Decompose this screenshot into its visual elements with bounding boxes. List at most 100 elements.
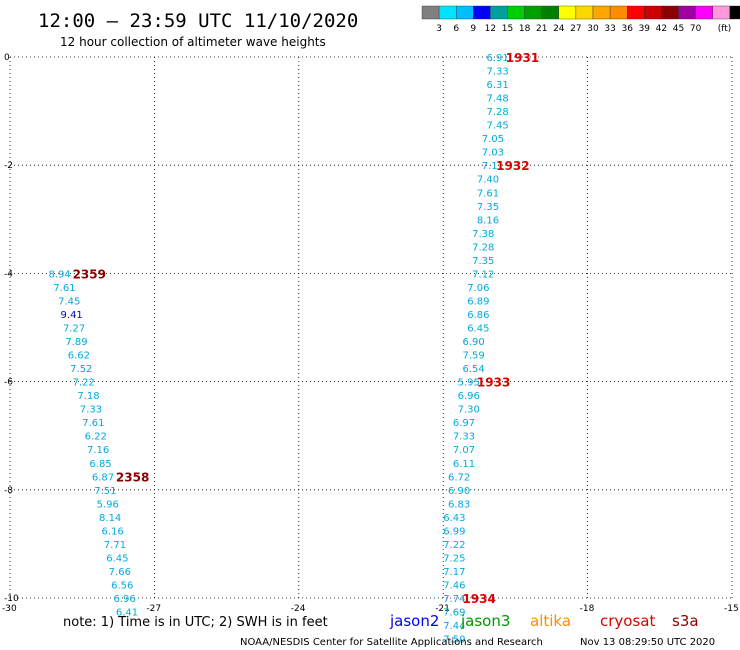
- wave-height-point: 7.40: [477, 175, 499, 186]
- legend-label: 36: [621, 24, 633, 34]
- legend-label: 45: [673, 24, 684, 34]
- y-tick-label: -4: [4, 269, 13, 279]
- wave-height-point: 7.45: [58, 296, 80, 307]
- wave-height-point: 7.05: [482, 134, 504, 145]
- wave-height-point: 7.61: [477, 188, 499, 199]
- wave-height-point: 6.45: [106, 553, 128, 564]
- wave-height-point: 7.33: [487, 67, 509, 78]
- legend-swatch: [678, 5, 696, 20]
- time-label: 2358: [116, 470, 149, 484]
- y-tick-label: -8: [4, 486, 13, 496]
- legend-unit: (ft): [718, 24, 732, 34]
- wave-height-point: 6.90: [448, 486, 470, 497]
- wave-height-point: 7.69: [443, 608, 465, 619]
- wave-height-point: 7.30: [458, 405, 480, 416]
- legend-swatch: [661, 5, 679, 20]
- legend-swatch: [558, 5, 577, 20]
- x-tick-label: -15: [724, 604, 739, 614]
- wave-height-point: 7.07: [453, 445, 475, 456]
- legend-swatch: [695, 5, 713, 20]
- wave-height-point: 7.33: [80, 405, 102, 416]
- time-label: 1934: [462, 592, 495, 606]
- wave-height-point: 6.97: [453, 418, 475, 429]
- wave-height-point: 7.35: [472, 256, 494, 267]
- satellite-jason3: jason3: [460, 612, 510, 630]
- wave-height-point: 8.94: [49, 269, 71, 280]
- wave-height-point: 7.16: [87, 445, 109, 456]
- wave-height-point: 6.54: [462, 364, 484, 375]
- x-tick-label: -21: [435, 604, 450, 614]
- footer-timestamp: Nov 13 08:29:50 UTC 2020: [580, 637, 715, 648]
- wave-height-point: 7.38: [472, 229, 494, 240]
- wave-height-point: 6.83: [448, 499, 470, 510]
- wave-height-point: 8.14: [99, 513, 121, 524]
- wave-height-point: 6.72: [448, 472, 470, 483]
- wave-height-point: 7.18: [77, 391, 99, 402]
- wave-height-point: 7.33: [453, 432, 475, 443]
- axis-ticks: -30 -27 -24 -21 -18 -15 0 -2 -4 -6 -8 -10: [2, 53, 739, 614]
- legend-swatch: [541, 5, 560, 20]
- legend-label: 21: [536, 24, 547, 34]
- wave-height-point: 7.03: [482, 148, 504, 159]
- legend-label: 3: [436, 24, 442, 34]
- wave-height-point: 6.41: [116, 608, 138, 619]
- wave-height-point: 7.45: [487, 121, 509, 132]
- wave-height-point: 6.56: [111, 580, 133, 591]
- chart-subtitle: 12 hour collection of altimeter wave hei…: [60, 35, 326, 49]
- legend-swatch: [524, 5, 542, 20]
- legend-label: 39: [639, 24, 651, 34]
- wave-height-point: 9.41: [61, 310, 83, 321]
- wave-height-point: 6.99: [443, 526, 465, 537]
- legend-swatch: [507, 5, 525, 20]
- wave-height-point: 6.86: [467, 310, 489, 321]
- legend-swatch: [729, 5, 740, 20]
- y-tick-label: -2: [4, 161, 13, 171]
- wave-height-point: 8.16: [477, 215, 499, 226]
- x-tick-label: -18: [580, 604, 595, 614]
- legend-label: 27: [570, 24, 581, 34]
- satellite-jason2: jason2: [389, 612, 439, 630]
- legend-label: 9: [470, 24, 476, 34]
- wave-height-point: 6.96: [458, 391, 480, 402]
- wave-height-point: 7.44: [443, 621, 465, 632]
- wave-height-point: 7.46: [443, 580, 465, 591]
- legend-swatch: [490, 5, 508, 20]
- wave-height-point: 7.52: [70, 364, 92, 375]
- time-label: 1931: [506, 51, 539, 65]
- wave-height-point: 6.87: [92, 472, 114, 483]
- wave-height-point: 7.25: [443, 553, 465, 564]
- satellite-cryosat: cryosat: [600, 612, 655, 630]
- satellite-s3a: s3a: [672, 612, 699, 630]
- wave-height-point: 7.66: [109, 567, 131, 578]
- wave-height-point: 6.16: [101, 526, 123, 537]
- wave-height-point: 6.43: [443, 513, 465, 524]
- satellite-altika: altika: [530, 612, 571, 630]
- wave-height-point: 7.12: [472, 269, 494, 280]
- wave-height-point: 7.27: [63, 324, 85, 335]
- wave-height-point: 7.71: [104, 540, 126, 551]
- legend-swatch: [473, 5, 491, 20]
- legend-label: 12: [485, 24, 496, 34]
- wave-height-point: 6.91: [487, 53, 509, 64]
- x-tick-label: -30: [2, 604, 17, 614]
- wave-height-point: 6.85: [89, 459, 111, 470]
- wave-height-point: 7.35: [477, 202, 499, 213]
- y-tick-label: -10: [4, 594, 19, 604]
- legend-swatch: [644, 5, 662, 20]
- legend-label: 30: [587, 24, 599, 34]
- x-tick-label: -27: [146, 604, 161, 614]
- wave-height-point: 6.90: [462, 337, 484, 348]
- wave-height-point: 5.95: [458, 378, 480, 389]
- wave-height-point: 7.61: [53, 283, 75, 294]
- x-tick-label: -24: [291, 604, 306, 614]
- wave-height-point: 7.22: [443, 540, 465, 551]
- legend-swatch: [609, 5, 628, 20]
- legend-label: 18: [519, 24, 531, 34]
- grid-lines: [9, 56, 733, 599]
- footer-credit: NOAA/NESDIS Center for Satellite Applica…: [240, 637, 543, 648]
- y-tick-label: -6: [4, 378, 13, 388]
- time-labels: 1931 1932 1933 1934 2359 2358: [73, 51, 540, 606]
- wave-height-point: 6.45: [467, 324, 489, 335]
- wave-height-point: 7.59: [462, 351, 484, 362]
- wave-height-point: 7.28: [487, 107, 509, 118]
